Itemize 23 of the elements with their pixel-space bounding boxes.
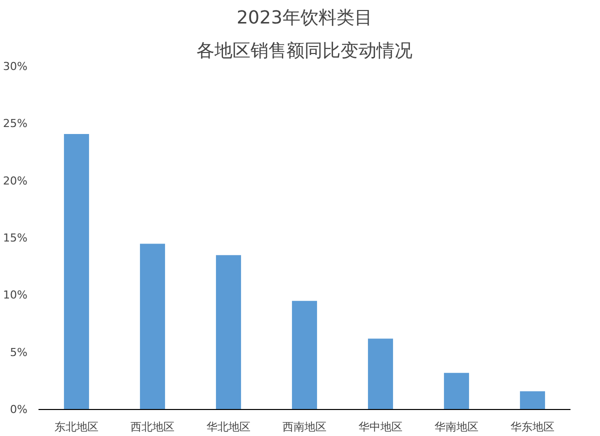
y-tick-label: 25% bbox=[3, 117, 28, 130]
bar bbox=[64, 134, 90, 410]
x-tick-label: 西南地区 bbox=[282, 420, 326, 434]
y-tick-label: 30% bbox=[3, 60, 28, 73]
y-tick-label: 0% bbox=[10, 403, 28, 416]
chart-subtitle: 各地区销售额同比变动情况 bbox=[196, 40, 412, 62]
x-tick-label: 华北地区 bbox=[206, 420, 250, 434]
bar bbox=[216, 255, 242, 410]
x-tick-label: 西北地区 bbox=[130, 420, 174, 434]
x-tick-label: 华东地区 bbox=[510, 420, 554, 434]
bar bbox=[368, 338, 394, 410]
y-tick-label: 5% bbox=[10, 346, 28, 359]
bar bbox=[140, 244, 166, 410]
x-tick-label: 东北地区 bbox=[54, 420, 98, 434]
chart-title: 2023年饮料类目 bbox=[236, 8, 372, 28]
bar bbox=[292, 300, 318, 410]
y-tick-label: 20% bbox=[3, 174, 28, 188]
bar bbox=[520, 391, 546, 410]
x-tick-label: 华中地区 bbox=[358, 420, 402, 434]
x-tick-label: 华南地区 bbox=[434, 420, 478, 434]
bar bbox=[444, 372, 470, 410]
y-tick-label: 10% bbox=[3, 288, 28, 302]
y-tick-label: 15% bbox=[3, 232, 28, 244]
